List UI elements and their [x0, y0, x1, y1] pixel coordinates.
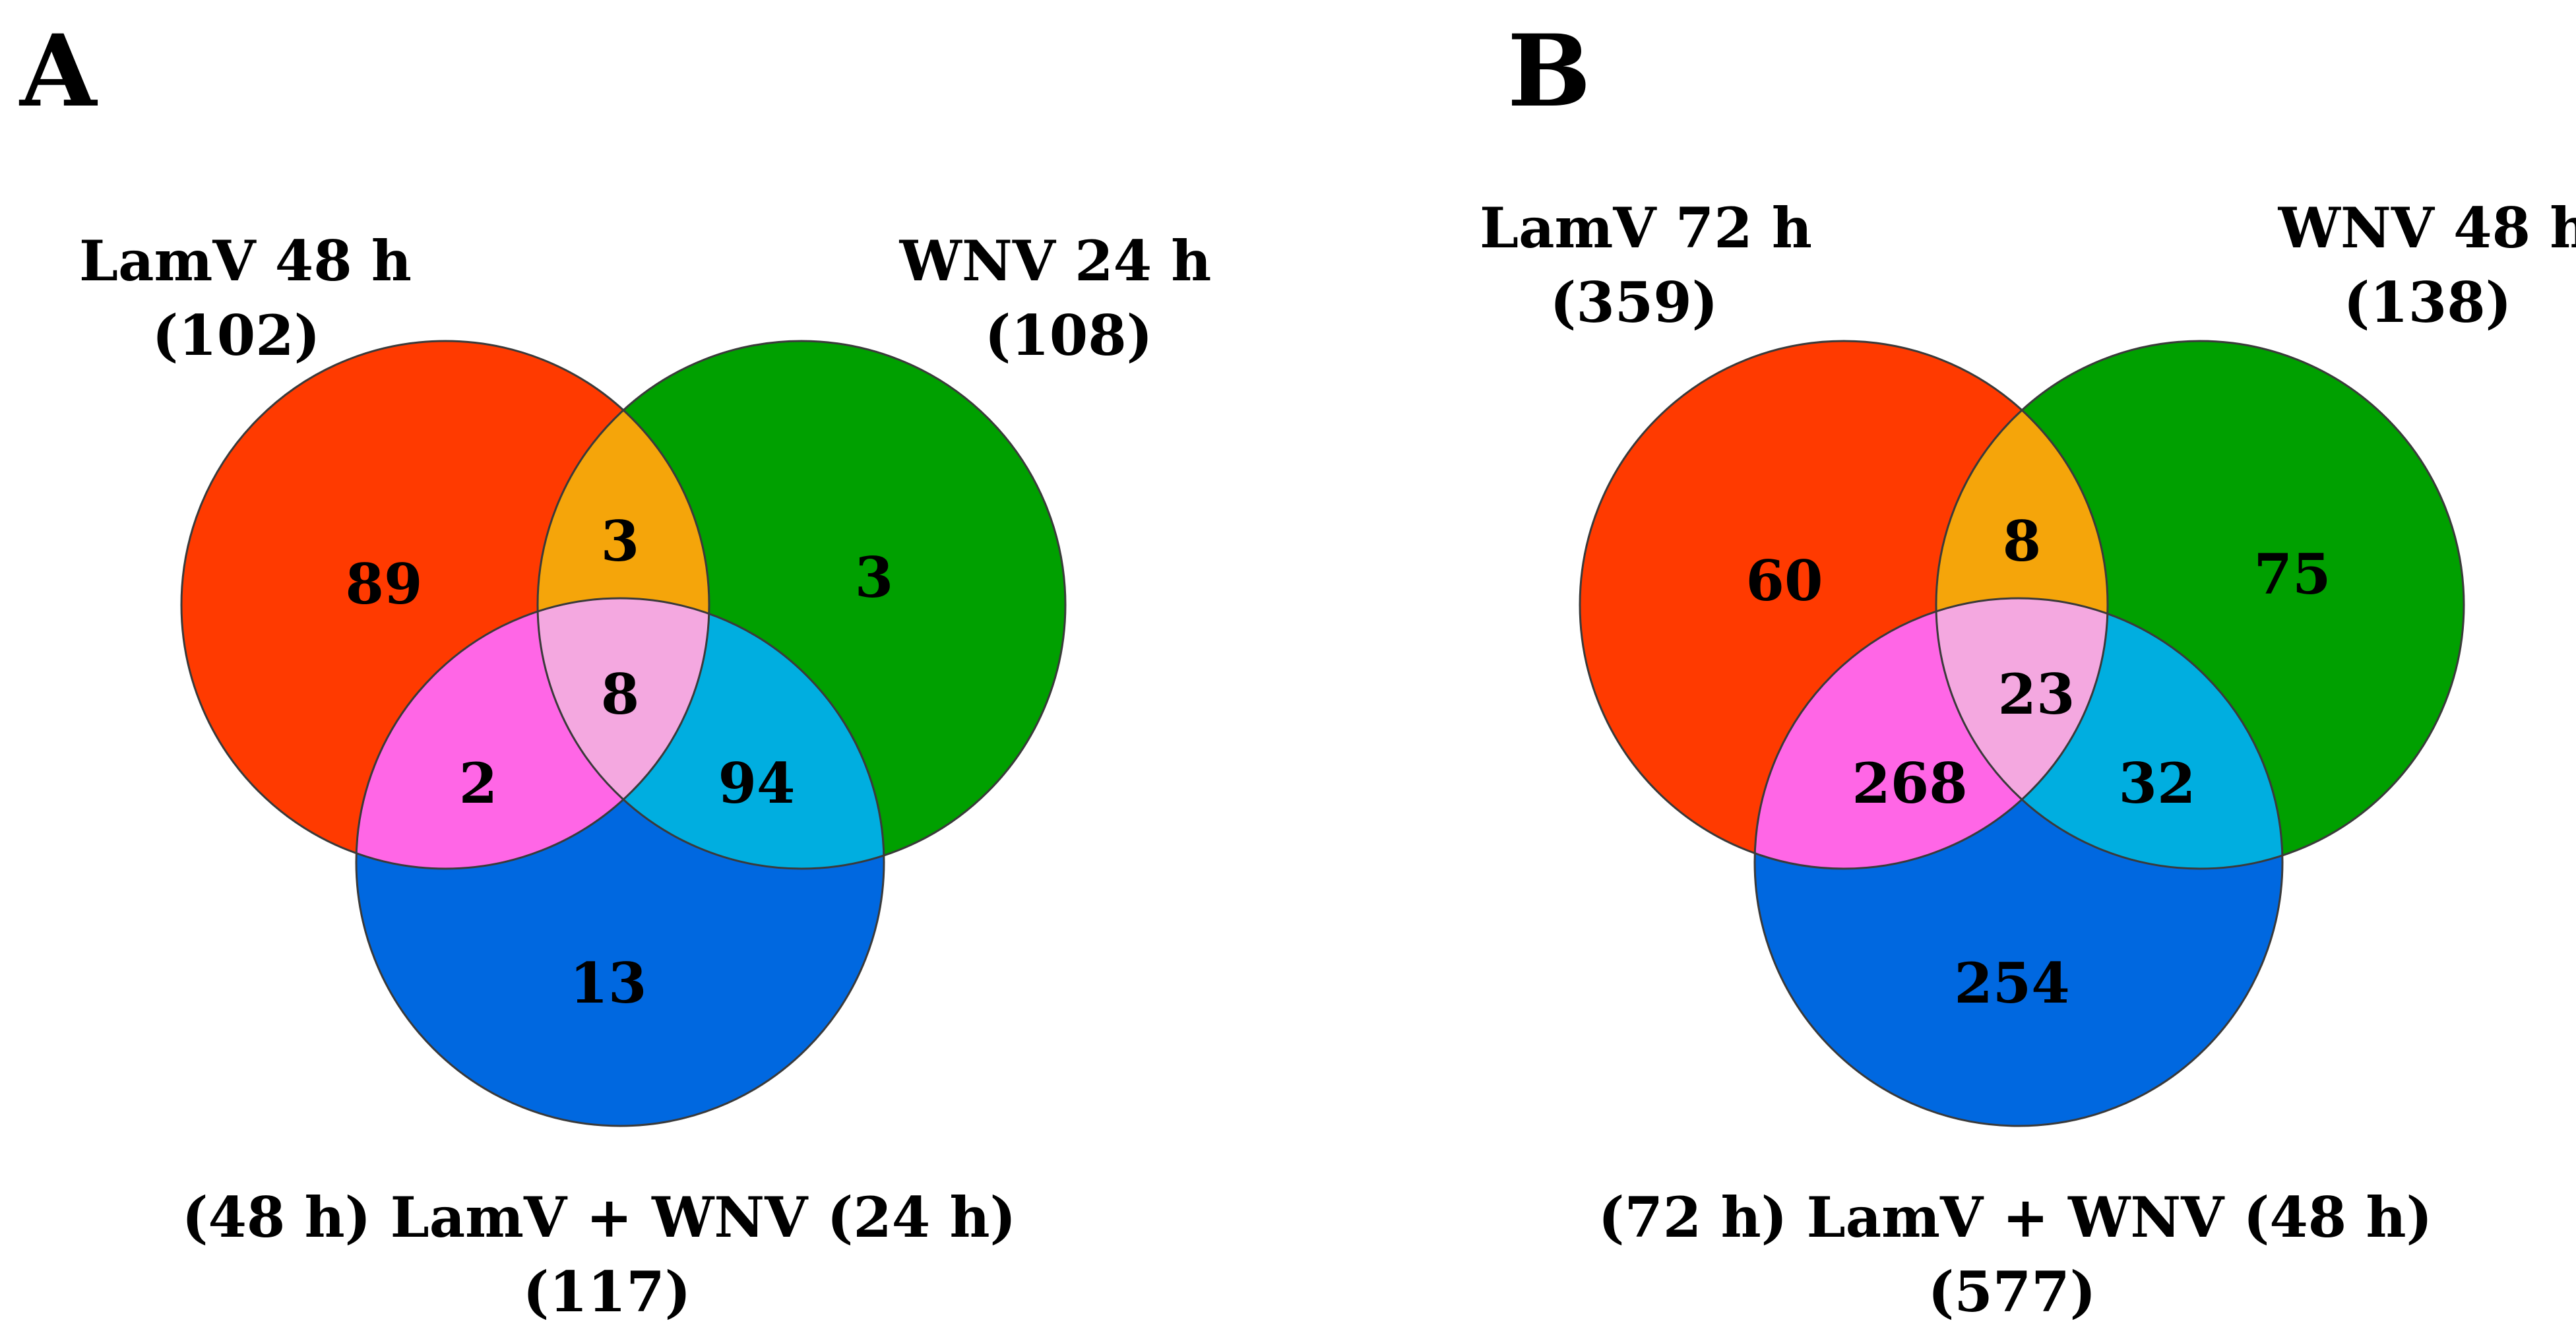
count-ac: 2	[459, 751, 497, 816]
count-abc: 23	[1998, 662, 2075, 727]
panel-letter-a: A	[18, 13, 98, 129]
set-c-name: (48 h) LamV + WNV (24 h)	[182, 1185, 1017, 1250]
set-c-total: (117)	[523, 1259, 691, 1324]
panel-a: A LamV 48 h (102) WNV 24 h (108) (48 h) …	[18, 13, 1211, 1324]
set-b-name: WNV 48 h	[2278, 195, 2576, 261]
set-b-total: (108)	[985, 303, 1153, 368]
count-a-only: 89	[346, 551, 423, 617]
panel-b: B LamV 72 h (359) WNV 48 h (138) (72 h) …	[1480, 13, 2576, 1324]
count-b-only: 75	[2254, 542, 2331, 607]
outline-set-a	[180, 340, 710, 870]
count-bc: 94	[718, 751, 796, 816]
count-b-only: 3	[855, 545, 893, 610]
set-a-name: LamV 72 h	[1480, 195, 1812, 261]
count-c-only: 13	[570, 950, 647, 1016]
count-a-only: 60	[1746, 548, 1823, 613]
outline-set-c	[355, 597, 885, 1127]
count-abc: 8	[601, 662, 639, 727]
set-a-name: LamV 48 h	[79, 228, 412, 294]
set-b-total: (138)	[2344, 270, 2512, 335]
count-ab: 8	[2003, 509, 2041, 574]
count-ac: 268	[1852, 751, 1967, 816]
outline-set-a	[1579, 340, 2109, 870]
outline-set-b	[536, 340, 1067, 870]
set-b-name: WNV 24 h	[899, 228, 1212, 294]
count-c-only: 254	[1954, 950, 2069, 1016]
count-bc: 32	[2119, 751, 2196, 816]
set-a-total: (102)	[152, 303, 321, 368]
outline-set-b	[1935, 340, 2465, 870]
panel-letter-b: B	[1507, 13, 1591, 129]
outline-set-c	[1753, 597, 2284, 1127]
set-c-name: (72 h) LamV + WNV (48 h)	[1598, 1185, 2433, 1250]
count-ab: 3	[601, 509, 639, 574]
set-a-total: (359)	[1550, 270, 1718, 335]
set-c-total: (577)	[1928, 1259, 2096, 1324]
